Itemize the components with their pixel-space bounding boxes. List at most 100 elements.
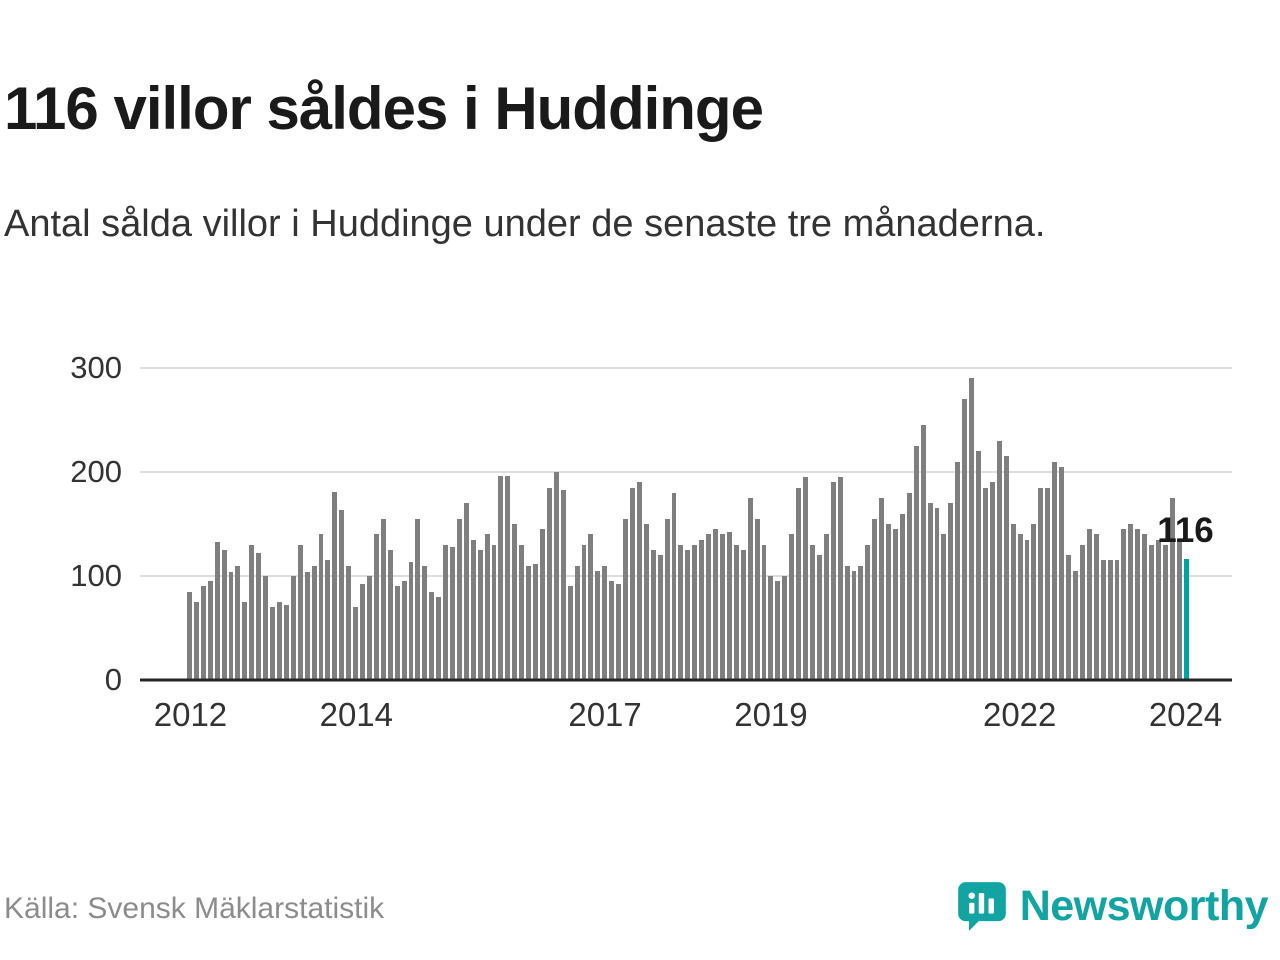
y-tick-label: 200: [70, 454, 122, 489]
bar: [540, 529, 545, 680]
bar: [671, 492, 677, 680]
bar: [893, 529, 898, 680]
bar: [1149, 544, 1155, 680]
bar: [270, 607, 275, 680]
bar: [581, 544, 587, 680]
bar: [235, 565, 241, 680]
bar: [920, 425, 926, 680]
bar: [989, 482, 995, 680]
bar: [332, 491, 338, 680]
bar: [546, 487, 552, 680]
bar: [899, 513, 905, 680]
bar: [1010, 524, 1016, 680]
bar: [512, 524, 518, 680]
bar: [256, 553, 262, 680]
bar: [823, 534, 829, 680]
bar: [242, 602, 248, 680]
bar: [623, 518, 628, 680]
bar: [1059, 466, 1065, 680]
bar: [872, 518, 878, 680]
bar: [816, 555, 822, 680]
bar: [526, 565, 532, 680]
bar: [1100, 560, 1106, 680]
bar: [387, 550, 393, 680]
y-tick-label: 100: [70, 558, 122, 593]
bar-chart: 116 2012 2014 2017 2019 2022 2024 0 100 200 300: [70, 350, 1232, 733]
bar: [886, 524, 892, 680]
chart-subtitle: Antal sålda villor i Huddinge under de s…: [4, 203, 1046, 245]
bar: [533, 563, 539, 680]
bar: [630, 487, 635, 680]
y-tick-label: 300: [70, 350, 122, 385]
bar: [450, 546, 455, 680]
bar: [803, 477, 808, 680]
bar: [976, 451, 982, 680]
bar: [470, 539, 476, 680]
bar: [636, 482, 642, 680]
bar: [747, 498, 753, 680]
source-attribution: Källa: Svensk Mäklarstatistik: [4, 892, 385, 925]
bar: [1045, 487, 1051, 680]
x-tick-label: 2019: [734, 696, 808, 733]
bar: [706, 534, 712, 680]
bar: [436, 596, 442, 680]
bar: [1156, 539, 1161, 680]
page-title: 116 villor såldes i Huddinge: [4, 75, 764, 143]
bar: [782, 576, 788, 680]
speech-bubble-bar-chart-icon: [957, 882, 1006, 931]
bar: [276, 602, 282, 680]
bar: [733, 544, 739, 680]
bar: [1176, 539, 1182, 680]
highlighted-bar: [1183, 559, 1189, 680]
bar: [360, 584, 365, 680]
bar: [1093, 534, 1099, 680]
bar: [228, 571, 234, 680]
bar: [983, 487, 988, 680]
x-axis-labels: 2012 2014 2017 2019 2022 2024: [154, 680, 1223, 750]
bar: [837, 477, 843, 680]
bar: [1086, 529, 1092, 680]
bar: [408, 562, 414, 680]
bar: [1073, 570, 1078, 680]
bar: [394, 586, 400, 680]
bar: [325, 560, 331, 680]
bar: [1052, 461, 1058, 680]
bar: [415, 518, 421, 680]
bar: [1107, 560, 1113, 680]
bar: [353, 607, 359, 680]
bar: [200, 586, 206, 680]
bar: [685, 550, 691, 680]
bar: [913, 446, 919, 680]
bar: [692, 544, 698, 680]
bar: [560, 489, 566, 680]
bar: [484, 534, 490, 680]
bar: [491, 544, 497, 680]
bar: [290, 576, 296, 680]
bar: [650, 550, 656, 680]
bar: [249, 544, 255, 680]
bar: [505, 476, 511, 680]
bar: [1017, 534, 1023, 680]
bar: [567, 586, 573, 680]
bar: [1031, 524, 1037, 680]
bar: [401, 581, 407, 680]
bar: [443, 544, 449, 680]
bar: [1114, 560, 1120, 680]
bar: [726, 532, 732, 680]
bar: [1142, 534, 1148, 680]
bar: [1066, 555, 1071, 680]
bars-container: 116: [187, 368, 1214, 680]
gridline: [140, 471, 1232, 473]
brand-name: Newsworthy: [1019, 881, 1269, 930]
bar: [595, 570, 601, 680]
x-tick-label: 2022: [982, 696, 1057, 733]
bar: [1079, 544, 1085, 680]
bar: [553, 472, 559, 680]
bar: [740, 550, 746, 680]
bar: [865, 544, 871, 680]
bar: [851, 570, 857, 680]
bar: [962, 399, 968, 680]
bar: [1128, 524, 1134, 680]
bar: [366, 576, 372, 680]
bar: [519, 544, 525, 680]
